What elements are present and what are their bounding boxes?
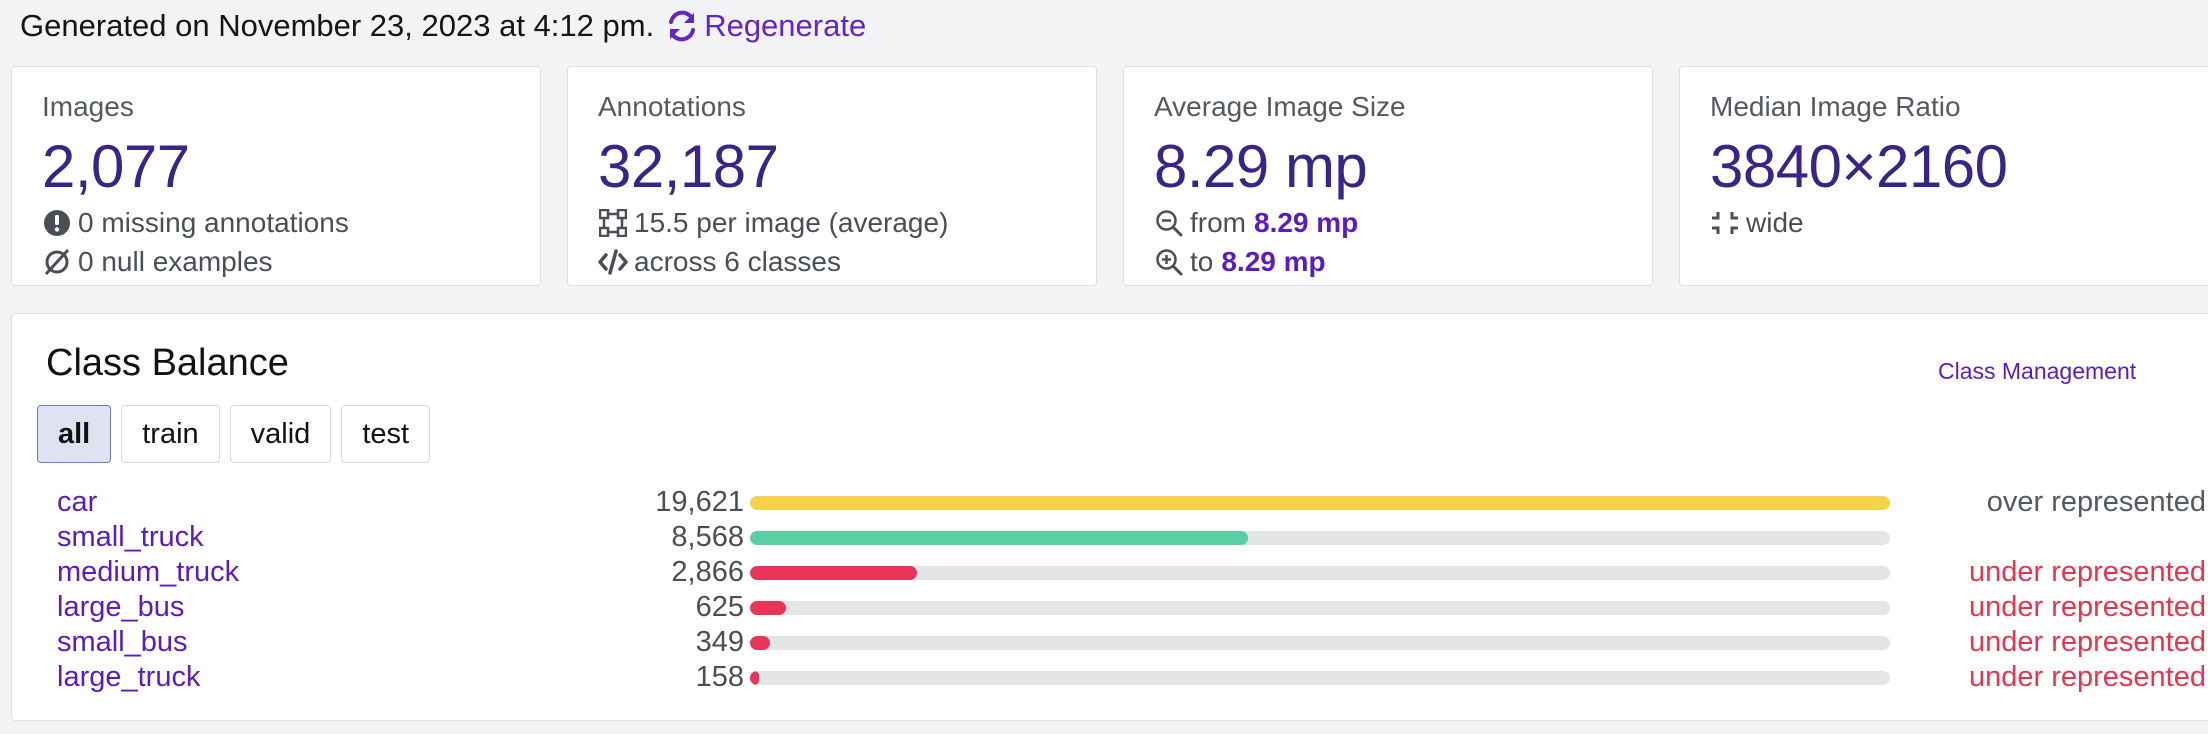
annotations-count: 32,187 xyxy=(598,133,779,200)
class-balance-fill xyxy=(750,601,786,615)
class-name-link[interactable]: large_bus xyxy=(57,591,185,623)
representation-status: under represented xyxy=(1969,591,2206,623)
class-balance-fill xyxy=(750,636,770,650)
code-icon xyxy=(598,247,628,277)
median-ratio-shape: wide xyxy=(1710,205,2208,240)
class-balance-fill xyxy=(750,671,759,685)
average-image-size-card: Average Image Size 8.29 mp from 8.29 mp … xyxy=(1123,66,1653,286)
images-card: Images 2,077 0 missing annotations 0 nul… xyxy=(11,66,541,286)
tab-test[interactable]: test xyxy=(341,405,431,463)
class-row: small_truck 8,568 xyxy=(12,520,2208,555)
representation-status: over represented xyxy=(1986,486,2206,518)
avg-size-value: 8.29 mp xyxy=(1154,133,1368,200)
compress-icon xyxy=(1710,208,1740,238)
class-balance-bar xyxy=(750,671,1890,685)
null-examples: 0 null examples xyxy=(42,244,540,279)
class-balance-bar xyxy=(750,601,1890,615)
class-balance-bar xyxy=(750,566,1890,580)
annotations-card: Annotations 32,187 15.5 per image (avera… xyxy=(567,66,1097,286)
representation-status: under represented xyxy=(1969,556,2206,588)
regenerate-label: Regenerate xyxy=(704,8,867,43)
bounding-box-icon xyxy=(598,208,628,238)
class-management-link[interactable]: Class Management xyxy=(1938,358,2137,384)
avg-size-to: to 8.29 mp xyxy=(1154,244,1652,279)
regenerate-button[interactable]: Regenerate xyxy=(666,8,866,44)
images-count: 2,077 xyxy=(42,133,190,200)
missing-annotations: 0 missing annotations xyxy=(42,205,540,240)
zoom-out-icon xyxy=(1154,208,1184,238)
annotations-per-image: 15.5 per image (average) xyxy=(598,205,1096,240)
representation-status: under represented xyxy=(1969,661,2206,693)
class-name-link[interactable]: small_bus xyxy=(57,626,188,658)
class-count: 349 xyxy=(695,626,744,658)
class-balance-title: Class Balance xyxy=(46,342,289,384)
annotations-label: Annotations xyxy=(598,91,746,122)
class-balance-fill xyxy=(750,496,1890,510)
class-count: 625 xyxy=(695,591,744,623)
class-count: 2,866 xyxy=(671,556,744,588)
zoom-in-icon xyxy=(1154,247,1184,277)
class-balance-bar xyxy=(750,636,1890,650)
empty-set-icon xyxy=(42,247,72,277)
class-count: 8,568 xyxy=(671,521,744,553)
tab-all[interactable]: all xyxy=(37,405,112,463)
avg-size-label: Average Image Size xyxy=(1154,91,1406,122)
tab-train[interactable]: train xyxy=(121,405,220,463)
class-balance-fill xyxy=(750,531,1248,545)
class-row: small_bus 349 under represented xyxy=(12,625,2208,660)
tab-valid[interactable]: valid xyxy=(229,405,332,463)
median-ratio-label: Median Image Ratio xyxy=(1710,91,1961,122)
split-tabs: all train valid test xyxy=(37,405,440,463)
class-balance-card: Class Balance Class Management all train… xyxy=(11,313,2208,721)
avg-size-from: from 8.29 mp xyxy=(1154,205,1652,240)
class-balance-bar xyxy=(750,531,1890,545)
median-image-ratio-card: Median Image Ratio 3840×2160 wide xyxy=(1679,66,2208,286)
refresh-icon xyxy=(669,10,696,42)
annotations-classes: across 6 classes xyxy=(598,244,1096,279)
class-list: car 19,621 over represented small_truck … xyxy=(12,485,2208,695)
median-ratio-value: 3840×2160 xyxy=(1710,133,2008,200)
class-name-link[interactable]: medium_truck xyxy=(57,556,240,588)
class-balance-bar xyxy=(750,496,1890,510)
class-row: large_bus 625 under represented xyxy=(12,590,2208,625)
class-row: large_truck 158 under represented xyxy=(12,660,2208,695)
avg-size-to-value: 8.29 mp xyxy=(1221,246,1326,277)
images-label: Images xyxy=(42,91,134,122)
class-row: medium_truck 2,866 under represented xyxy=(12,555,2208,590)
representation-status: under represented xyxy=(1969,626,2206,658)
class-name-link[interactable]: small_truck xyxy=(57,521,204,553)
class-row: car 19,621 over represented xyxy=(12,485,2208,520)
generated-info: Generated on November 23, 2023 at 4:12 p… xyxy=(20,6,866,46)
class-count: 19,621 xyxy=(655,486,744,518)
class-name-link[interactable]: large_truck xyxy=(57,661,201,693)
generated-text: Generated on November 23, 2023 at 4:12 p… xyxy=(20,8,655,43)
exclamation-circle-icon xyxy=(42,208,72,238)
avg-size-from-value: 8.29 mp xyxy=(1254,207,1359,238)
class-name-link[interactable]: car xyxy=(57,486,98,518)
class-balance-fill xyxy=(750,566,917,580)
class-count: 158 xyxy=(695,661,744,693)
